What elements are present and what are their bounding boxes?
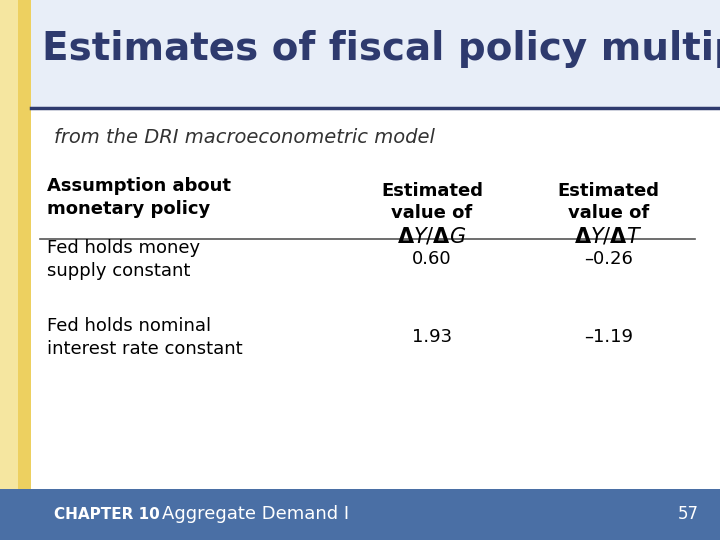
Text: Assumption about
monetary policy: Assumption about monetary policy — [47, 177, 231, 218]
Text: 0.60: 0.60 — [412, 250, 452, 268]
FancyBboxPatch shape — [0, 489, 720, 540]
Text: Fed holds nominal
interest rate constant: Fed holds nominal interest rate constant — [47, 317, 243, 358]
Text: Aggregate Demand I: Aggregate Demand I — [162, 505, 349, 523]
FancyBboxPatch shape — [18, 0, 31, 540]
Text: 1.93: 1.93 — [412, 328, 452, 347]
FancyBboxPatch shape — [0, 0, 18, 540]
Text: $\mathbf{\Delta}\mathit{Y}/\mathbf{\Delta}\mathit{T}$: $\mathbf{\Delta}\mathit{Y}/\mathbf{\Delt… — [575, 226, 642, 246]
Text: Estimated
value of: Estimated value of — [557, 182, 660, 222]
Text: CHAPTER 10: CHAPTER 10 — [54, 507, 160, 522]
FancyBboxPatch shape — [31, 0, 720, 108]
Text: Estimates of fiscal policy multipliers: Estimates of fiscal policy multipliers — [42, 30, 720, 68]
Text: –1.19: –1.19 — [584, 328, 633, 347]
Text: from the DRI macroeconometric model: from the DRI macroeconometric model — [54, 128, 435, 147]
Text: Fed holds money
supply constant: Fed holds money supply constant — [47, 239, 200, 280]
Text: $\mathbf{\Delta}\mathit{Y}/\mathbf{\Delta}\mathit{G}$: $\mathbf{\Delta}\mathit{Y}/\mathbf{\Delt… — [397, 226, 467, 246]
Text: 57: 57 — [678, 505, 698, 523]
Text: –0.26: –0.26 — [584, 250, 633, 268]
Text: Estimated
value of: Estimated value of — [381, 182, 483, 222]
